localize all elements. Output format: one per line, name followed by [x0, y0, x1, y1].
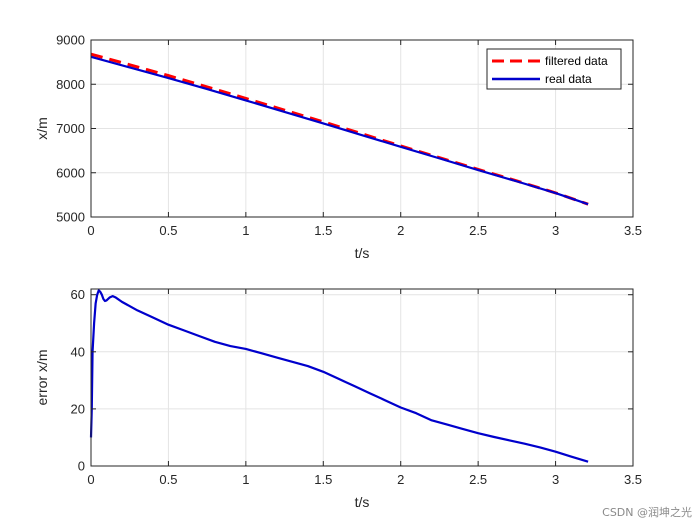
y-tick-label: 6000 [56, 165, 85, 180]
x-tick-label: 2.5 [469, 472, 487, 487]
x-tick-label: 1.5 [314, 223, 332, 238]
x-tick-label: 0.5 [159, 223, 177, 238]
axes-box [90, 288, 634, 467]
y-axis-label: x/m [34, 117, 50, 140]
y-tick-label: 20 [71, 401, 85, 416]
legend-label: filtered data [545, 54, 608, 68]
legend-box [486, 48, 622, 90]
x-axis-label: t/s [355, 245, 370, 261]
watermark-text: CSDN @润坤之光 [602, 506, 692, 519]
y-tick-label: 40 [71, 344, 85, 359]
y-tick-label: 9000 [56, 33, 85, 48]
series-line-error [89, 289, 589, 463]
bottom-error-plot: 0 0.5 1 1.5 2 2.5 3 3.5 0 20 40 60 t/s error x/m [34, 287, 642, 510]
top-position-plot: 0 0.5 1 1.5 2 2.5 3 3.5 5000 6000 7000 8000 9000 t/s x… [34, 33, 642, 262]
x-tick-label: 3.5 [624, 472, 642, 487]
x-tick-label: 1 [242, 223, 249, 238]
x-tick-label: 0 [87, 223, 94, 238]
x-tick-label: 1 [242, 472, 249, 487]
x-tick-label: 1.5 [314, 472, 332, 487]
x-tick-label: 0.5 [159, 472, 177, 487]
x-tick-label: 2 [397, 223, 404, 238]
y-tick-label: 60 [71, 287, 85, 302]
x-tick-label: 3 [552, 223, 559, 238]
x-tick-label: 2 [397, 472, 404, 487]
x-axis-label: t/s [355, 494, 370, 510]
y-tick-label: 0 [78, 459, 85, 474]
y-tick-label: 5000 [56, 210, 85, 225]
y-tick-label: 7000 [56, 121, 85, 136]
x-tick-label: 0 [87, 472, 94, 487]
series-line-real-data [90, 55, 589, 206]
x-tick-label: 3 [552, 472, 559, 487]
y-axis-label: error x/m [34, 350, 50, 406]
x-tick-label: 2.5 [469, 223, 487, 238]
y-tick-label: 8000 [56, 77, 85, 92]
legend-label: real data [545, 72, 592, 86]
x-tick-label: 3.5 [624, 223, 642, 238]
